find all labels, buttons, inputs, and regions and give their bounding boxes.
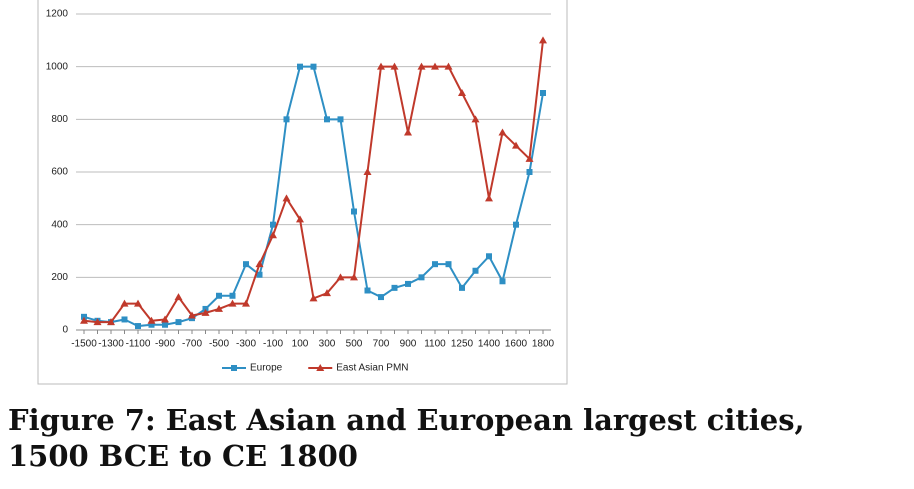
point [363,168,372,175]
point [390,62,399,70]
point [459,284,465,291]
point [107,318,115,326]
point [120,299,129,307]
point [377,62,385,70]
point [310,63,317,70]
point [391,284,398,291]
legend-label: East Asian PMN [336,363,408,374]
point [161,315,169,323]
point [444,62,453,70]
point [405,280,411,287]
point [229,292,236,299]
point [255,260,264,268]
point [80,316,88,324]
x-tick-label: 1100 [424,339,446,350]
point [350,273,358,281]
point [309,294,318,302]
x-tick-label: 1600 [505,339,528,350]
x-tick-label: -1100 [126,339,151,350]
point [539,36,547,44]
point [485,194,493,202]
x-tick-label: 1800 [532,339,555,350]
point [404,128,412,136]
point [282,194,291,202]
point [472,267,479,274]
point [228,299,237,307]
point [458,89,466,96]
point [431,62,439,70]
point [498,128,507,136]
point [351,208,357,215]
point [297,63,303,70]
figure-caption: Figure 7: East Asian and European larges… [8,403,805,473]
point [323,289,331,297]
y-tick-label: 1200 [46,9,69,20]
x-tick-label: -1300 [98,339,124,350]
point [216,292,222,299]
x-tick-label: -100 [263,339,283,350]
point [175,319,182,326]
chart: 0 200 400 600 800 1000 1200 -1500 -1300 -1100 -900… [37,0,568,385]
y-tick-label: 400 [51,219,68,230]
point [147,316,156,324]
point [417,62,426,70]
y-tick-label: 800 [51,114,68,125]
x-tick-label: -700 [182,339,202,350]
point [445,261,452,268]
x-tick-label: 700 [373,339,390,350]
point [243,261,249,268]
point [364,287,371,294]
point [269,231,277,239]
point [378,294,384,301]
x-tick-label: -300 [236,339,256,350]
point [526,169,533,175]
y-tick-label: 0 [62,325,68,336]
x-tick-label: -1500 [71,339,97,350]
point [418,274,425,281]
point [188,311,196,319]
point [512,141,520,149]
point [499,278,506,285]
point [471,115,480,123]
x-tick-label: 500 [346,339,363,350]
point [486,253,492,260]
point [270,221,276,228]
point [256,271,263,278]
point [121,316,128,323]
legend-marker [316,364,325,371]
point [525,154,534,162]
x-tick-label: 900 [400,339,417,350]
x-tick-label: -500 [209,339,229,350]
legend-marker [231,365,237,371]
point [324,116,330,123]
x-tick-label: 1250 [451,339,474,350]
point [432,261,438,268]
point [201,308,210,316]
point [242,299,250,307]
point [540,90,546,96]
point [174,293,183,301]
y-tick-label: 200 [51,272,68,283]
x-tick-label: 100 [292,339,309,350]
x-tick-label: 1400 [478,339,501,350]
point [283,116,290,123]
point [513,221,519,228]
point [336,273,345,281]
point [135,323,141,330]
y-tick-label: 1000 [46,61,69,72]
y-tick-label: 600 [51,167,68,178]
point [134,299,142,307]
point [296,215,304,223]
x-tick-label: -900 [155,339,175,350]
point [215,304,223,312]
point [337,116,344,123]
point [93,318,102,326]
point [148,321,155,328]
legend-label: Europe [250,363,283,374]
x-tick-label: 300 [319,339,336,350]
point [162,321,168,328]
